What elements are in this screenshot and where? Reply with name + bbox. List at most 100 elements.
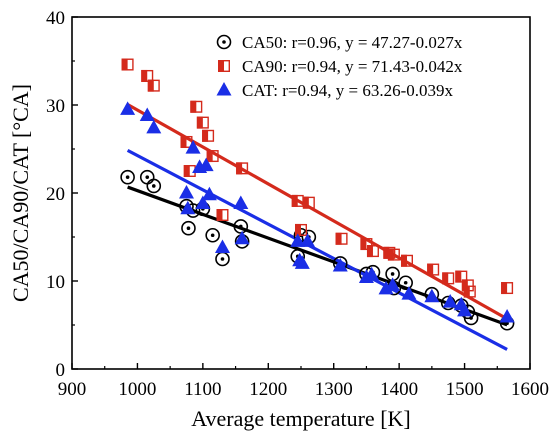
data-point-series-3 (139, 107, 155, 122)
x-tick-label: 1600 (511, 379, 549, 400)
x-tick-label: 1500 (446, 379, 484, 400)
marker-fill (147, 79, 154, 92)
marker-fill (183, 165, 190, 177)
data-point-series-2 (121, 58, 134, 71)
marker-triangle (300, 233, 316, 247)
data-point-series-3 (214, 239, 230, 254)
marker-ring (146, 178, 162, 194)
marker-fill (387, 248, 394, 261)
marker-fill (461, 279, 468, 292)
marker-outline (400, 254, 413, 267)
data-point-series-1 (181, 220, 196, 236)
data-point-series-2 (202, 129, 215, 142)
marker-ring (463, 310, 479, 326)
data-point-series-3 (234, 230, 250, 245)
marker-outline (196, 116, 209, 129)
data-point-series-3 (499, 309, 515, 323)
data-point-series-2 (196, 116, 209, 129)
data-point-series-1 (233, 219, 249, 234)
marker-ring (205, 227, 220, 243)
marker-triangle (146, 119, 162, 134)
data-point-series-1 (205, 227, 220, 243)
marker-outline (190, 100, 203, 113)
legend-marker-2 (217, 60, 230, 73)
marker-triangle (364, 266, 380, 281)
data-point-series-2 (190, 100, 203, 113)
data-point-series-1 (463, 310, 479, 326)
marker-dot (210, 233, 215, 238)
x-axis-title: Average temperature [K] (191, 406, 410, 431)
marker-triangle (457, 302, 473, 317)
marker-triangle (120, 101, 136, 115)
marker-dot (390, 272, 395, 276)
data-point-series-1 (139, 169, 155, 185)
y-axis-title: CA50/CA90/CAT [°CA] (8, 84, 33, 302)
marker-fill (196, 116, 203, 129)
data-point-series-3 (457, 302, 473, 317)
marker-dot (145, 175, 150, 179)
data-point-series-2 (463, 285, 476, 298)
data-point-series-2 (427, 263, 440, 276)
data-point-series-2 (400, 254, 413, 267)
marker-fill (302, 196, 309, 209)
marker-fill (202, 129, 209, 142)
marker-ring (398, 275, 413, 291)
data-point-series-1 (398, 275, 413, 291)
x-tick-label: 1400 (380, 379, 418, 400)
data-point-series-3 (233, 195, 249, 210)
data-point-series-2 (501, 282, 514, 295)
data-point-series-2 (455, 270, 468, 283)
marker-outline (217, 60, 230, 73)
marker-dot (469, 316, 473, 320)
legend-label-3: CAT: r=0.94, y = 63.26-0.039x (242, 81, 453, 100)
marker-fill (121, 58, 128, 71)
data-point-series-2 (295, 223, 308, 236)
data-point-series-3 (401, 286, 417, 300)
data-point-series-3 (332, 257, 348, 272)
x-tick-label: 1000 (118, 379, 156, 400)
marker-fill (427, 263, 434, 276)
legend-marker-1 (216, 34, 232, 50)
marker-outline (295, 223, 308, 236)
legend-label-2: CA90: r=0.94, y = 71.43-0.042x (242, 57, 463, 76)
data-point-series-2 (206, 150, 219, 163)
marker-triangle (442, 294, 458, 308)
data-point-series-2 (216, 208, 229, 221)
marker-triangle (216, 81, 232, 96)
marker-triangle (332, 257, 348, 272)
marker-outline (236, 162, 249, 175)
data-point-series-2 (180, 135, 193, 148)
legend: CA50: r=0.96, y = 47.27-0.027x CA90: r=0.… (216, 33, 463, 100)
marker-dot (151, 184, 156, 188)
marker-fill (295, 223, 301, 236)
data-point-series-3 (300, 233, 316, 247)
marker-fill (190, 100, 197, 113)
marker-outline (206, 150, 219, 163)
legend-marker-3 (216, 81, 232, 96)
marker-outline (442, 272, 455, 285)
marker-fill (463, 285, 470, 298)
marker-outline (360, 238, 373, 251)
marker-fill (180, 135, 187, 148)
data-point-series-2 (442, 272, 455, 285)
marker-fill (366, 245, 373, 258)
data-point-series-3 (424, 288, 440, 303)
x-tick-label: 1100 (184, 379, 221, 400)
x-tick-label: 900 (58, 379, 87, 400)
y-tick-label: 20 (46, 184, 65, 205)
y-tick-label: 10 (46, 272, 65, 293)
marker-outline (455, 270, 468, 283)
marker-outline (501, 282, 514, 295)
data-point-series-3 (198, 157, 214, 172)
marker-triangle (499, 309, 515, 323)
marker-ring (181, 220, 196, 236)
marker-triangle (378, 280, 394, 295)
marker-fill (206, 150, 213, 163)
marker-triangle (179, 184, 194, 199)
marker-dot (403, 280, 408, 285)
marker-triangle (290, 233, 306, 247)
marker-dot (239, 224, 243, 229)
marker-triangle (385, 277, 401, 291)
marker-outline (180, 135, 193, 148)
